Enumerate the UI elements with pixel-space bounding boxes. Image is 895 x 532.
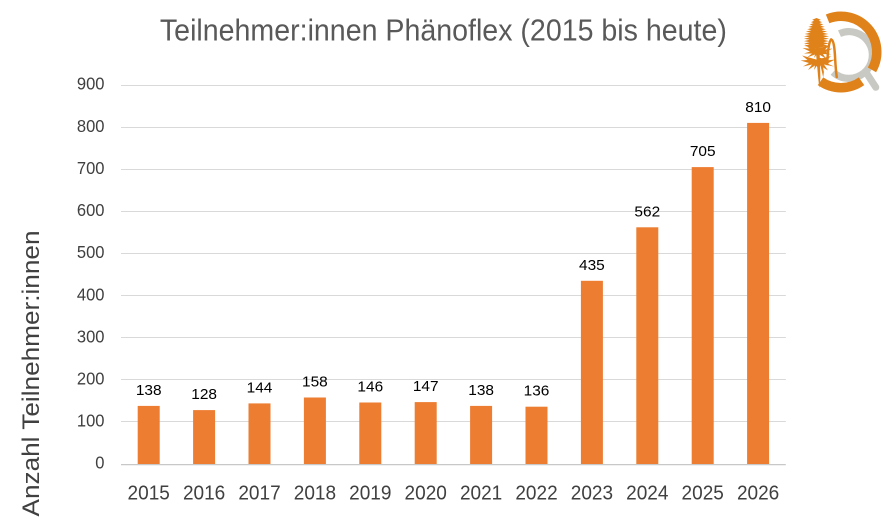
svg-text:Teilnehmer:innen Phänoflex (20: Teilnehmer:innen Phänoflex (2015 bis heu… [160,12,727,47]
svg-text:158: 158 [302,374,328,391]
svg-text:500: 500 [77,242,105,262]
svg-text:562: 562 [634,203,660,220]
svg-text:147: 147 [413,378,439,395]
svg-text:144: 144 [247,379,273,396]
svg-text:2015: 2015 [128,482,170,504]
svg-text:2019: 2019 [349,482,391,504]
svg-text:705: 705 [690,143,716,160]
svg-text:0: 0 [95,453,104,473]
svg-text:100: 100 [77,411,105,431]
svg-text:900: 900 [77,74,105,94]
svg-text:700: 700 [77,158,105,178]
svg-text:200: 200 [77,369,105,389]
svg-text:400: 400 [77,284,105,304]
svg-text:136: 136 [524,383,550,400]
svg-text:2017: 2017 [238,482,280,504]
svg-text:138: 138 [136,382,162,399]
svg-text:800: 800 [77,116,105,136]
svg-text:2020: 2020 [405,482,447,504]
svg-text:2022: 2022 [515,482,557,504]
svg-text:2018: 2018 [294,482,336,504]
svg-text:810: 810 [745,99,771,116]
svg-text:2021: 2021 [460,482,502,504]
svg-text:2016: 2016 [183,482,225,504]
svg-text:128: 128 [191,386,217,403]
svg-text:2023: 2023 [571,482,613,504]
svg-text:300: 300 [77,326,105,346]
svg-text:600: 600 [77,200,105,220]
svg-text:435: 435 [579,257,605,274]
svg-text:2025: 2025 [682,482,724,504]
svg-text:Anzahl Teilnehmer:innen: Anzahl Teilnehmer:innen [18,231,45,517]
svg-text:2024: 2024 [626,482,668,504]
svg-text:138: 138 [468,382,494,399]
svg-text:146: 146 [357,379,383,396]
svg-text:2026: 2026 [737,482,779,504]
